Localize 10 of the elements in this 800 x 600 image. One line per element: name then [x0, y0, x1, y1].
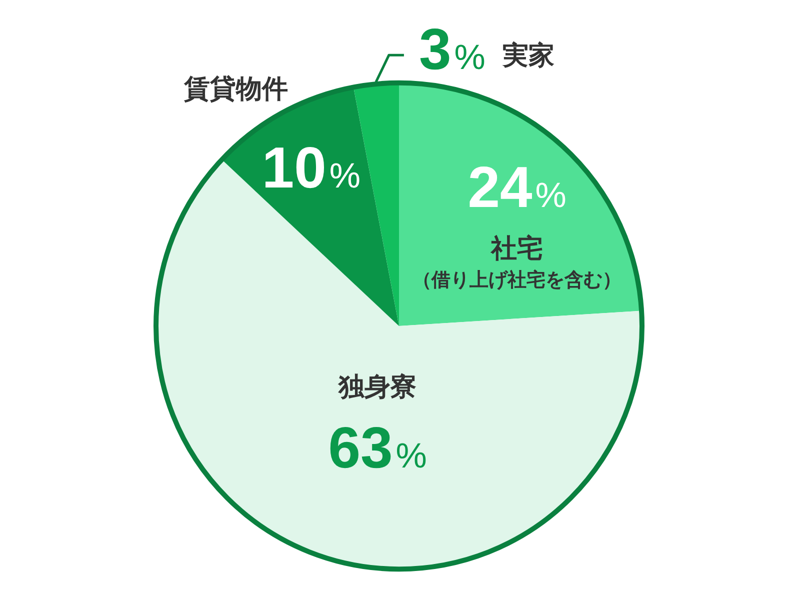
- slice-label: 独身寮: [338, 371, 417, 402]
- slice-label: 社宅: [490, 233, 544, 264]
- slice-label: 実家: [501, 40, 554, 70]
- text: （借り上げ社宅を含む）: [412, 270, 622, 292]
- pie-slice: [399, 83, 642, 326]
- data-label: 10%: [262, 135, 361, 200]
- data-label: 24%: [468, 155, 566, 220]
- slice-label: 賃貸物件: [182, 74, 288, 104]
- data-label: 63%: [328, 415, 427, 480]
- data-label: 3%: [418, 17, 486, 82]
